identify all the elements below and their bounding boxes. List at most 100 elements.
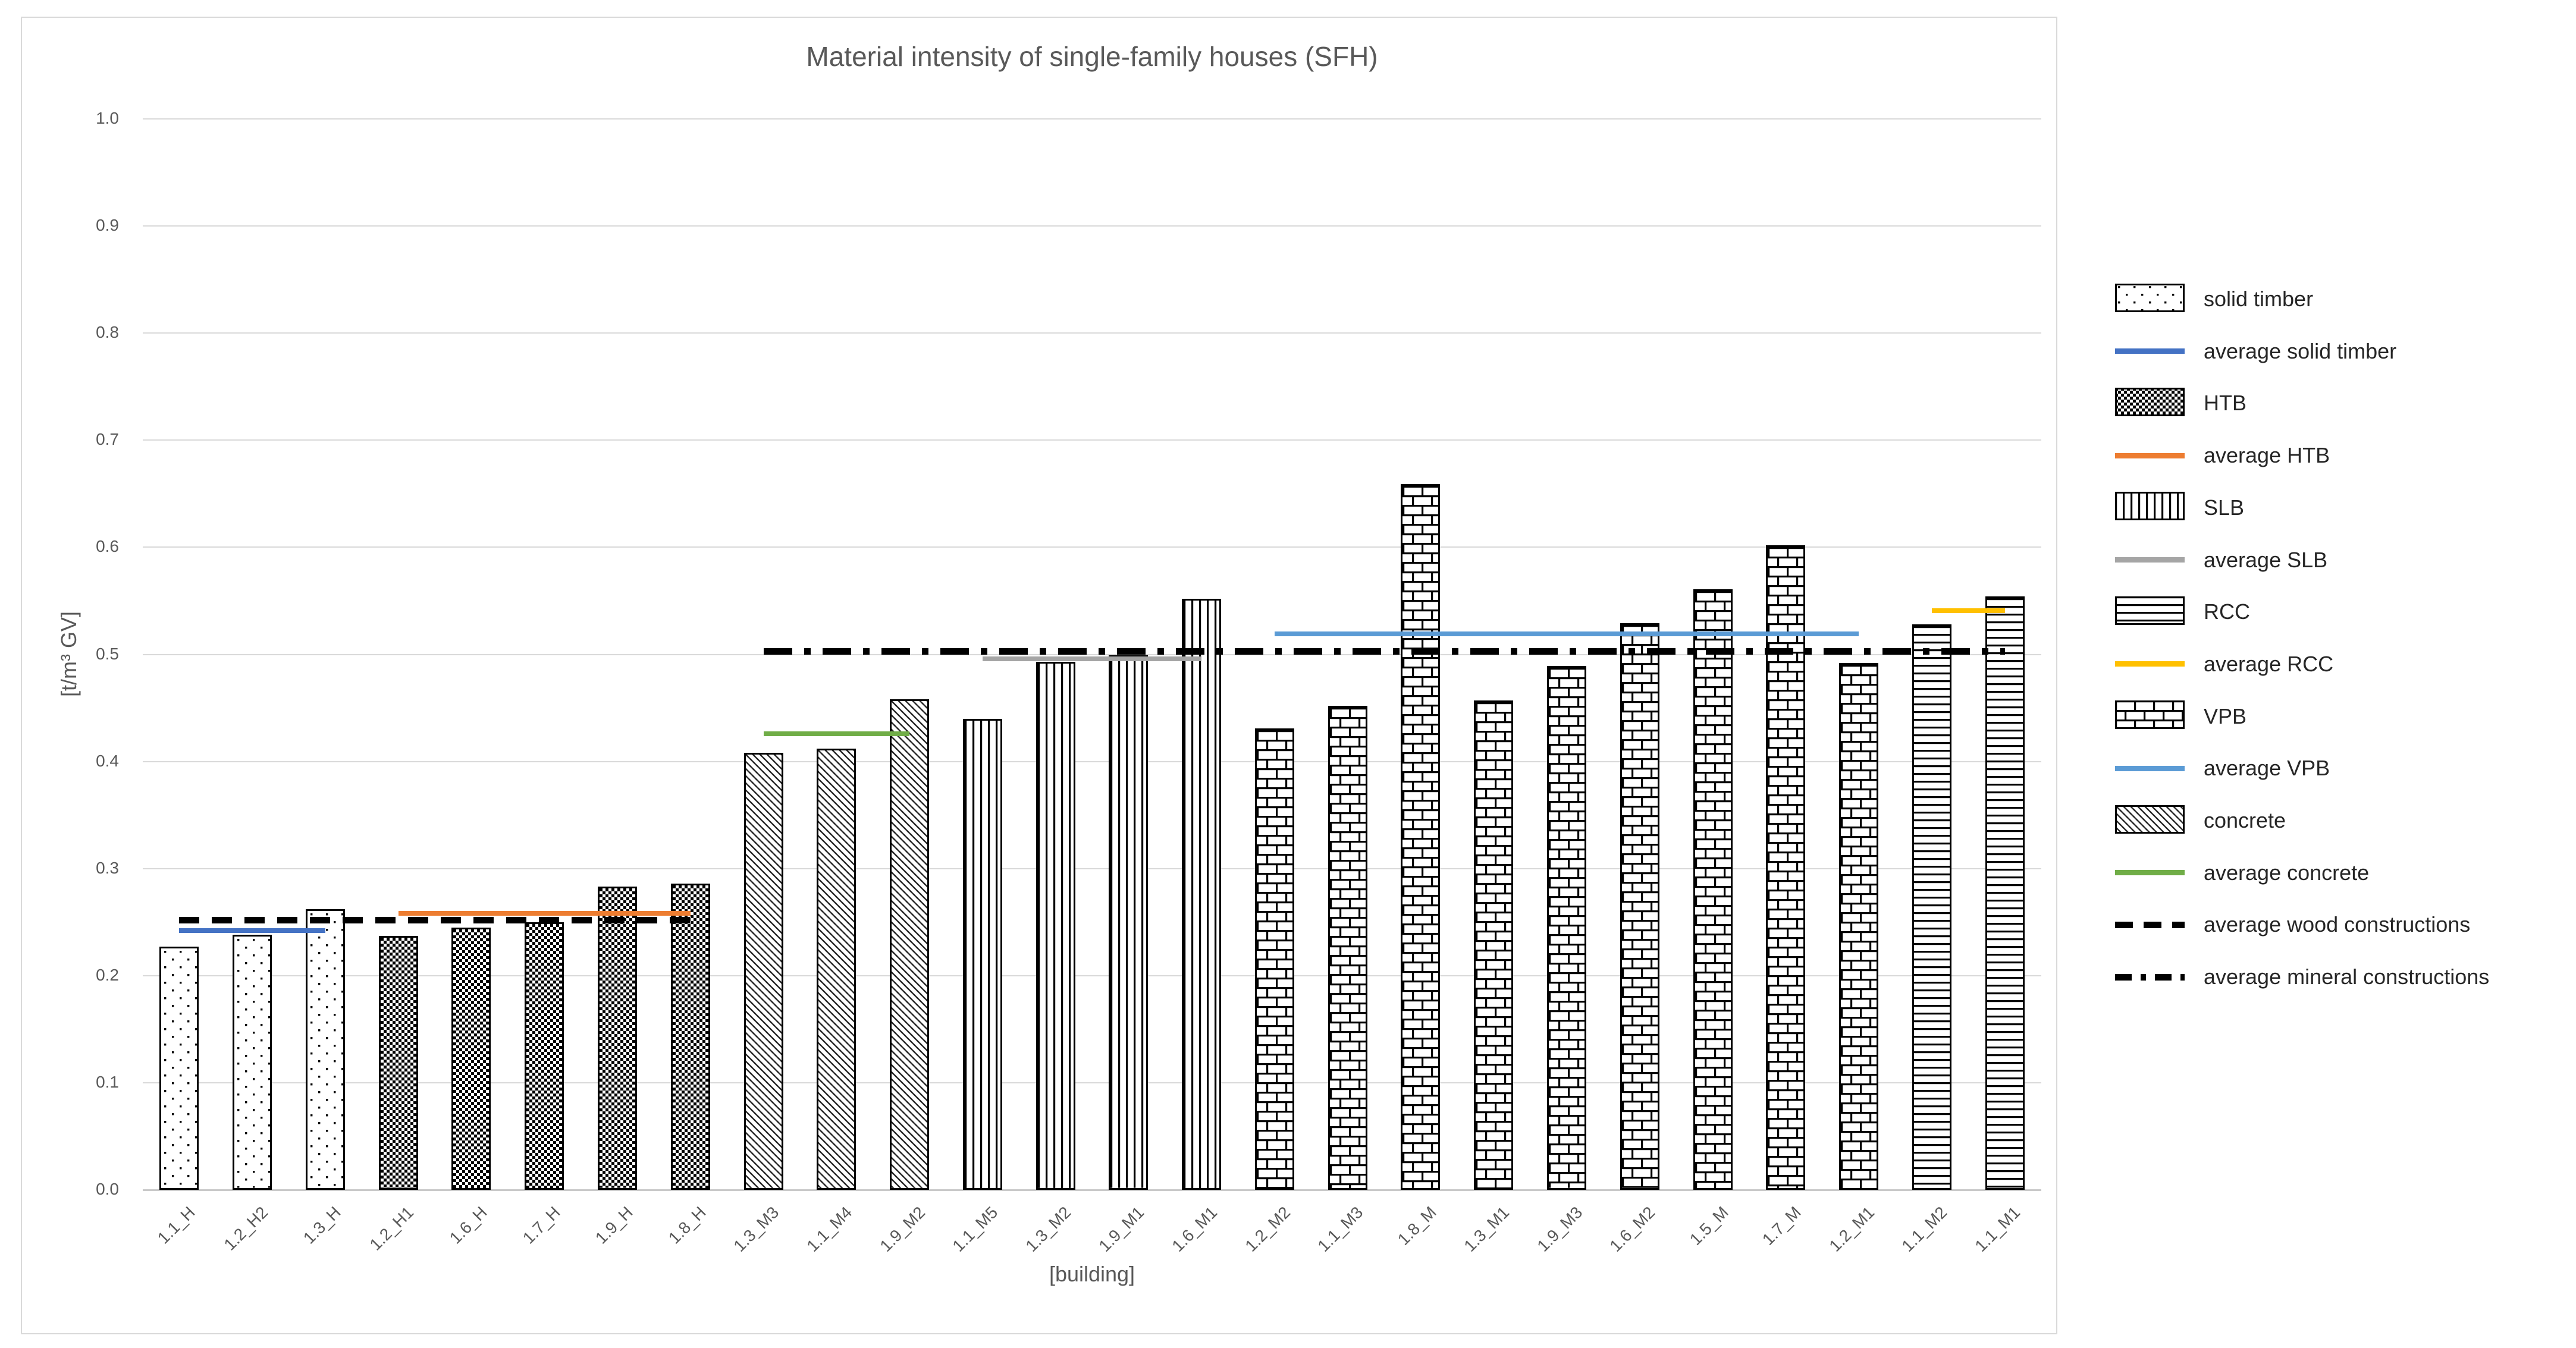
legend-item-RCC: RCC (2115, 593, 2250, 631)
legend-item-solid-timber: solid timber (2115, 280, 2313, 318)
legend-label: average wood constructions (2204, 912, 2471, 937)
gridline (143, 118, 2041, 120)
avg-line-average-RCC (1931, 608, 2005, 613)
bar-1.1_M1 (1985, 596, 2025, 1190)
x-axis-title: [building] (1049, 1262, 1135, 1286)
bar-1.7_M (1766, 545, 1806, 1190)
legend-item-average-RCC: average RCC (2115, 645, 2333, 683)
gridline (143, 546, 2041, 548)
plot-area: 0.0 0.1 0.2 0.3 0.4 0.5 0.6 0.7 0.8 0.9 1.0 1.1_H 1.… (96, 109, 2041, 1255)
avg-line-average-mineral-constructions (763, 648, 2005, 655)
legend-pattern-swatch (2115, 283, 2185, 315)
avg-line-average-VPB (1274, 631, 1859, 637)
legend-label: solid timber (2204, 287, 2314, 311)
legend-label: average VPB (2204, 756, 2330, 781)
legend-line-swatch (2115, 870, 2185, 876)
y-tick-label: 1.0 (96, 109, 119, 127)
bar-1.6_M2 (1620, 623, 1659, 1190)
bar-1.1_H (159, 947, 199, 1190)
bar-1.1_M2 (1912, 624, 1951, 1190)
legend-line-swatch (2115, 453, 2185, 458)
gridline (143, 439, 2041, 441)
gridline (143, 975, 2041, 976)
chart-title: Material intensity of single-family hous… (806, 41, 1378, 72)
bar-1.9_M2 (890, 699, 930, 1190)
bar-1.1_M5 (962, 718, 1002, 1190)
legend-label: RCC (2204, 599, 2250, 624)
gridline (143, 1082, 2041, 1083)
bar-1.6_M1 (1182, 598, 1222, 1190)
gridline (143, 332, 2041, 334)
y-tick-label: 0.6 (96, 537, 119, 556)
avg-line-average-wood-constructions (179, 916, 691, 923)
legend-item-HTB: HTB (2115, 384, 2246, 422)
y-tick-label: 0.1 (96, 1072, 119, 1091)
legend-item-average-VPB: average VPB (2115, 749, 2330, 787)
y-tick-label: 0.3 (96, 858, 119, 877)
bar-1.3_M2 (1036, 662, 1075, 1190)
legend-item-average-wood-constructions: average wood constructions (2115, 906, 2470, 944)
legend-item-average-mineral-constructions: average mineral constructions (2115, 958, 2489, 996)
bar-1.2_H2 (233, 935, 272, 1190)
gridline (143, 761, 2041, 762)
legend: solid timber average solid timber HTB avera… (2115, 0, 2573, 1348)
legend-item-average-SLB: average SLB (2115, 541, 2327, 579)
bar-1.1_M3 (1328, 705, 1367, 1190)
avg-line-average-HTB (398, 911, 691, 916)
legend-item-average-concrete: average concrete (2115, 854, 2369, 892)
bar-1.9_M3 (1547, 666, 1586, 1190)
legend-pattern-swatch (2115, 700, 2185, 732)
bar-1.2_H1 (378, 936, 418, 1190)
y-tick-label: 0.8 (96, 323, 119, 342)
legend-line-swatch (2115, 557, 2185, 563)
bar-1.7_H (525, 922, 564, 1190)
x-axis-line (143, 1189, 2041, 1191)
legend-label: HTB (2204, 391, 2246, 416)
y-tick-label: 0.4 (96, 751, 119, 770)
avg-line-average-solid-timber (179, 928, 325, 934)
y-tick-label: 0.7 (96, 430, 119, 449)
legend-label: average solid timber (2204, 338, 2397, 363)
legend-pattern-swatch (2115, 387, 2185, 419)
bar-1.6_H (451, 927, 491, 1190)
gridline (143, 868, 2041, 869)
legend-label: SLB (2204, 495, 2245, 520)
legend-line-swatch (2115, 921, 2185, 928)
legend-item-SLB: SLB (2115, 489, 2244, 527)
bar-1.3_H (305, 909, 345, 1190)
bar-1.5_M (1693, 589, 1733, 1190)
bar-1.3_M3 (743, 753, 783, 1190)
legend-item-VPB: VPB (2115, 697, 2246, 736)
y-tick-label: 0.0 (96, 1180, 119, 1198)
legend-item-average-HTB: average HTB (2115, 436, 2330, 475)
bar-1.2_M2 (1254, 728, 1294, 1190)
legend-pattern-swatch (2115, 596, 2185, 628)
bar-1.9_H (598, 887, 637, 1190)
legend-item-concrete: concrete (2115, 802, 2286, 840)
gridline (143, 225, 2041, 227)
legend-line-swatch (2115, 765, 2185, 771)
bar-1.8_H (670, 883, 710, 1190)
bar-1.1_M4 (817, 748, 856, 1190)
bar-1.2_M1 (1839, 662, 1879, 1190)
legend-line-swatch (2115, 661, 2185, 667)
avg-line-average-SLB (982, 656, 1202, 661)
legend-label: concrete (2204, 808, 2286, 832)
legend-label: average mineral constructions (2204, 964, 2490, 989)
legend-label: average HTB (2204, 443, 2330, 468)
legend-pattern-swatch (2115, 805, 2185, 837)
bar-1.9_M1 (1109, 655, 1149, 1190)
legend-label: VPB (2204, 703, 2247, 728)
bar-1.8_M (1401, 484, 1441, 1190)
legend-item-average-solid-timber: average solid timber (2115, 332, 2396, 370)
legend-pattern-swatch (2115, 492, 2185, 523)
legend-line-swatch (2115, 973, 2185, 981)
legend-line-swatch (2115, 348, 2185, 354)
y-tick-label: 0.5 (96, 644, 119, 663)
bar-1.3_M1 (1474, 700, 1514, 1190)
legend-label: average concrete (2204, 860, 2370, 885)
legend-label: average RCC (2204, 651, 2334, 676)
y-tick-label: 0.2 (96, 965, 119, 984)
legend-label: average SLB (2204, 547, 2328, 572)
